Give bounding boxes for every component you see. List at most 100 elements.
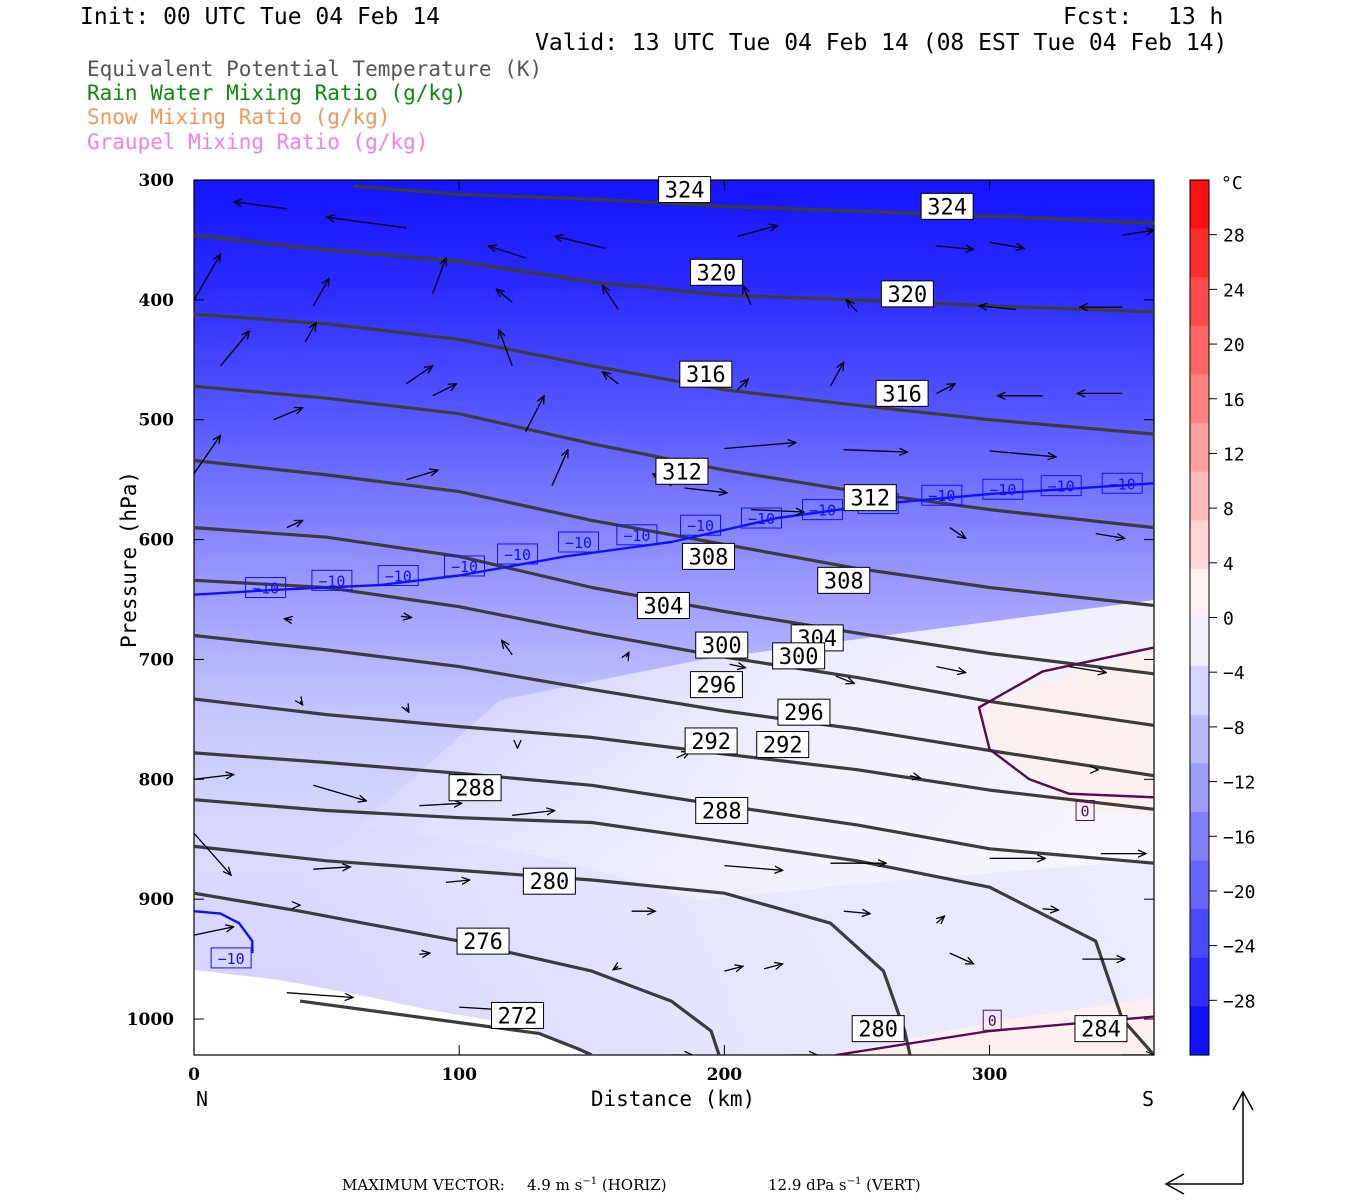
colorbar-tick-label: −28 — [1223, 991, 1256, 1012]
wind-vector — [432, 258, 446, 295]
forecast-label: Fcst: — [1063, 4, 1133, 30]
wind-vector — [488, 246, 526, 259]
wind-vector — [843, 450, 908, 452]
legend-graupel: Graupel Mixing Ratio (g/kg) — [87, 130, 429, 154]
svg-text:324: 324 — [665, 179, 705, 204]
theta-e-label: 308 — [817, 566, 871, 594]
wind-vector — [194, 254, 221, 301]
wind-vector — [1042, 909, 1059, 910]
wind-vector — [313, 784, 366, 801]
temp-contour-label: −10 — [1101, 472, 1143, 494]
svg-text:−10: −10 — [252, 580, 279, 598]
svg-text:−10: −10 — [1109, 475, 1136, 493]
svg-text:−10: −10 — [565, 534, 592, 552]
colorbar: 28 24 20 16 12 8 4 0 −4 −8 −12 −16 −20 −24 −28 °C — [1189, 173, 1256, 1056]
theta-e-label: 284 — [1074, 1015, 1128, 1043]
wind-vector — [843, 911, 871, 913]
svg-text:292: 292 — [691, 730, 731, 755]
legend-snow: Snow Mixing Ratio (g/kg) — [87, 105, 391, 129]
wind-vector — [936, 665, 966, 673]
wind-vector — [949, 527, 966, 539]
theta-e-label: 296 — [689, 671, 743, 699]
wind-vector — [234, 202, 287, 210]
wind-vector — [829, 362, 844, 387]
y-tick-label: 400 — [139, 291, 175, 311]
theta-e-label: 288 — [448, 774, 502, 802]
wind-vector — [406, 470, 438, 481]
wind-vector — [194, 775, 234, 780]
svg-text:272: 272 — [498, 1004, 538, 1029]
theta-e-label: 324 — [920, 192, 974, 220]
temp-contour-label: −10 — [311, 569, 353, 591]
colorbar-swatch — [1190, 1006, 1209, 1056]
wind-vector — [602, 372, 619, 385]
wind-vector — [284, 619, 292, 620]
temp-contour-label: −10 — [210, 947, 252, 969]
svg-text:−10: −10 — [928, 487, 955, 505]
wind-vector — [979, 306, 1017, 310]
temp-contour-label: 0 — [982, 1009, 1002, 1031]
wind-vector — [313, 867, 350, 869]
wind-vector — [949, 952, 974, 964]
theta-e-contour-280 — [194, 844, 912, 1055]
temp-contour-label: −10 — [558, 531, 600, 553]
theta-e-label: 320 — [689, 258, 743, 286]
theta-e-label: 312 — [655, 457, 709, 485]
wind-vector — [432, 384, 457, 397]
y-tick-label: 500 — [139, 411, 175, 431]
wind-vector — [419, 953, 430, 954]
wind-vector — [194, 435, 221, 475]
colorbar-tick-label: −20 — [1223, 882, 1256, 903]
theta-e-label: 272 — [491, 1001, 545, 1029]
wind-vector — [400, 616, 412, 617]
wind-vector — [512, 811, 555, 816]
theta-e-contour-296 — [194, 633, 1154, 778]
svg-text:0: 0 — [988, 1012, 997, 1030]
temp-contour-label: −10 — [680, 514, 722, 536]
svg-text:280: 280 — [858, 1018, 898, 1043]
wind-vector — [273, 408, 303, 421]
wind-vector — [555, 236, 606, 249]
wind-vector — [194, 832, 231, 875]
theta-e-contour-284 — [194, 798, 1154, 1055]
colorbar-swatch — [1190, 860, 1209, 910]
svg-text:284: 284 — [1081, 1018, 1121, 1043]
wind-vector — [1095, 534, 1125, 539]
x-tick-label: 300 — [972, 1065, 1008, 1085]
temp-contour--10 — [194, 482, 1154, 596]
svg-text:296: 296 — [697, 674, 737, 699]
svg-text:−10: −10 — [687, 517, 714, 535]
svg-text:312: 312 — [850, 487, 890, 512]
wind-vector — [750, 510, 804, 512]
wind-vector — [764, 964, 783, 969]
colorbar-swatch — [1190, 228, 1209, 278]
wind-vector — [312, 278, 329, 307]
wind-vector — [286, 992, 353, 998]
theta-e-contour-288 — [194, 751, 1154, 865]
svg-text:320: 320 — [697, 261, 737, 286]
svg-text:300: 300 — [779, 645, 819, 670]
wind-vector — [300, 701, 303, 705]
colorbar-unit: °C — [1221, 173, 1243, 194]
wind-vector — [936, 384, 956, 394]
colorbar-tick-label: 24 — [1223, 280, 1245, 301]
colorbar-swatch — [1190, 325, 1209, 376]
svg-text:−10: −10 — [318, 572, 345, 590]
theta-e-label: 312 — [843, 484, 897, 512]
valid-time: Valid: 13 UTC Tue 04 Feb 14 (08 EST Tue … — [535, 30, 1228, 56]
y-axis-label: Pressure (hPa) — [117, 471, 141, 648]
colorbar-swatch — [1190, 714, 1209, 764]
x-tick-label: 200 — [707, 1065, 743, 1085]
theta-e-contours — [194, 184, 1154, 1055]
y-tick-label: 600 — [139, 531, 175, 551]
svg-text:304: 304 — [644, 595, 684, 620]
theta-e-contour-324 — [352, 184, 1154, 225]
axes: 300 400 500 600 700 800 900 1000 0 100 200 300 Dista… — [117, 171, 1154, 1111]
colorbar-swatch — [1190, 374, 1209, 424]
svg-text:0: 0 — [1081, 802, 1090, 820]
wind-vector — [502, 640, 513, 656]
theta-e-label: 304 — [636, 592, 690, 620]
init-time: Init: 00 UTC Tue 04 Feb 14 — [80, 4, 441, 30]
colorbar-swatch — [1190, 520, 1209, 570]
svg-text:324: 324 — [927, 195, 967, 220]
